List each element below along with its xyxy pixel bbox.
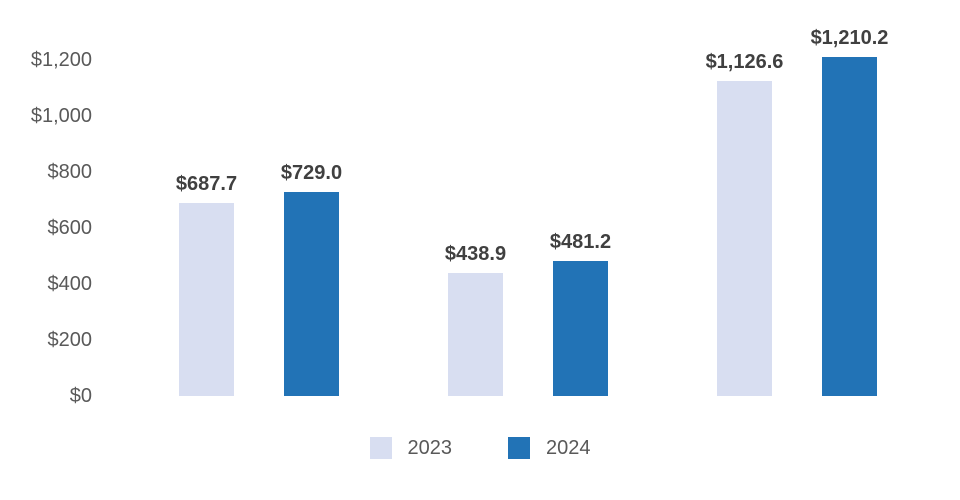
bar-2023-group3 <box>717 80 772 396</box>
y-tick-label: $200 <box>47 329 93 351</box>
bar-value-label: $438.9 <box>444 243 507 266</box>
y-tick-label: $0 <box>69 385 92 407</box>
legend-item-2024: 2024 <box>508 436 591 460</box>
bar-2023-group1 <box>179 203 234 396</box>
y-tick-label: $400 <box>47 273 93 295</box>
bar-2024-group3 <box>822 57 877 396</box>
bar-value-label: $481.2 <box>549 231 612 254</box>
legend-swatch-2023 <box>369 437 392 459</box>
bar-2024-group1 <box>284 191 339 396</box>
legend-item-2023: 2023 <box>369 436 453 460</box>
legend-label-2024: 2024 <box>546 437 591 459</box>
legend-label-2023: 2023 <box>407 437 453 459</box>
y-tick-label: $1,000 <box>30 105 92 127</box>
bar-value-label: $687.7 <box>175 173 238 196</box>
bar-value-label: $1,126.6 <box>705 50 784 73</box>
legend-swatch-2024 <box>508 437 530 459</box>
y-tick-label: $1,200 <box>30 49 92 71</box>
legend: 2023 2024 <box>0 436 960 460</box>
bar-2024-group2 <box>553 261 608 396</box>
y-tick-label: $600 <box>47 217 93 239</box>
bar-value-label: $729.0 <box>280 161 343 184</box>
bar-2023-group2 <box>448 273 503 396</box>
y-tick-label: $800 <box>47 161 93 183</box>
bar-value-label: $1,210.2 <box>810 27 889 50</box>
